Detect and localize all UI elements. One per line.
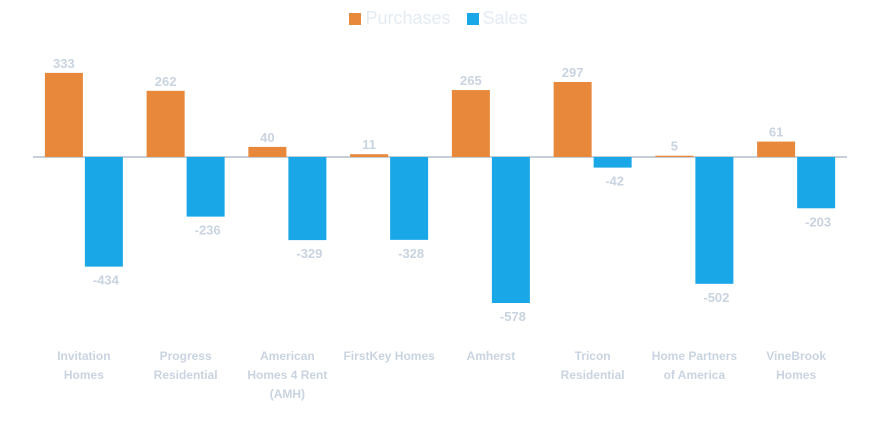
category-label: of America (664, 368, 726, 382)
purchases-bar (757, 141, 796, 157)
purchases-value-label: 61 (769, 125, 783, 140)
purchases-bar (655, 155, 694, 157)
category-label: Homes (64, 368, 104, 382)
sales-value-label: -236 (195, 223, 221, 238)
category-label: Homes (776, 368, 816, 382)
sales-value-label: -328 (398, 246, 424, 261)
legend-label-purchases: Purchases (365, 8, 451, 28)
sales-bar (84, 157, 123, 267)
purchases-bar (350, 154, 389, 157)
purchases-swatch (349, 12, 362, 25)
category-label: American (260, 349, 315, 363)
category-label: FirstKey Homes (343, 349, 435, 363)
purchases-value-label: 40 (260, 130, 274, 145)
category-label: VineBrook (766, 349, 826, 363)
sales-value-label: -434 (93, 273, 120, 288)
category-label: (AMH) (270, 387, 305, 401)
purchases-bar (44, 72, 83, 157)
sales-bar (491, 157, 530, 304)
purchases-value-label: 265 (460, 73, 482, 88)
sales-value-label: -42 (605, 174, 624, 189)
purchases-bar (248, 146, 287, 157)
sales-bar (797, 157, 836, 209)
legend-label-sales: Sales (482, 8, 528, 28)
category-label: Homes 4 Rent (247, 368, 327, 382)
legend-item-sales[interactable]: Sales (466, 8, 528, 29)
legend: Purchases Sales (0, 8, 877, 29)
sales-bar (186, 157, 225, 217)
category-label: Residential (154, 368, 218, 382)
purchases-value-label: 262 (155, 74, 177, 89)
sales-value-label: -329 (296, 246, 322, 261)
category-label: Home Partners (652, 349, 738, 363)
category-label: Residential (561, 368, 625, 382)
purchases-bar (451, 90, 490, 157)
sales-value-label: -502 (703, 290, 729, 305)
legend-item-purchases[interactable]: Purchases (349, 8, 451, 29)
category-label: Progress (160, 349, 212, 363)
category-label: Invitation (57, 349, 110, 363)
category-label: Tricon (575, 349, 611, 363)
sales-bar (288, 157, 327, 241)
sales-bar (695, 157, 734, 284)
sales-bar (390, 157, 429, 240)
purchases-bar (146, 90, 185, 157)
purchases-bar (553, 81, 592, 157)
purchases-value-label: 5 (671, 139, 678, 154)
sales-value-label: -578 (500, 309, 526, 324)
purchases-value-label: 333 (53, 56, 75, 71)
purchases-value-label: 11 (362, 137, 376, 152)
purchases-value-label: 297 (562, 65, 584, 80)
sales-value-label: -203 (805, 214, 831, 229)
category-label: Amherst (467, 349, 516, 363)
sales-bar (593, 157, 632, 168)
sales-swatch (466, 12, 479, 25)
